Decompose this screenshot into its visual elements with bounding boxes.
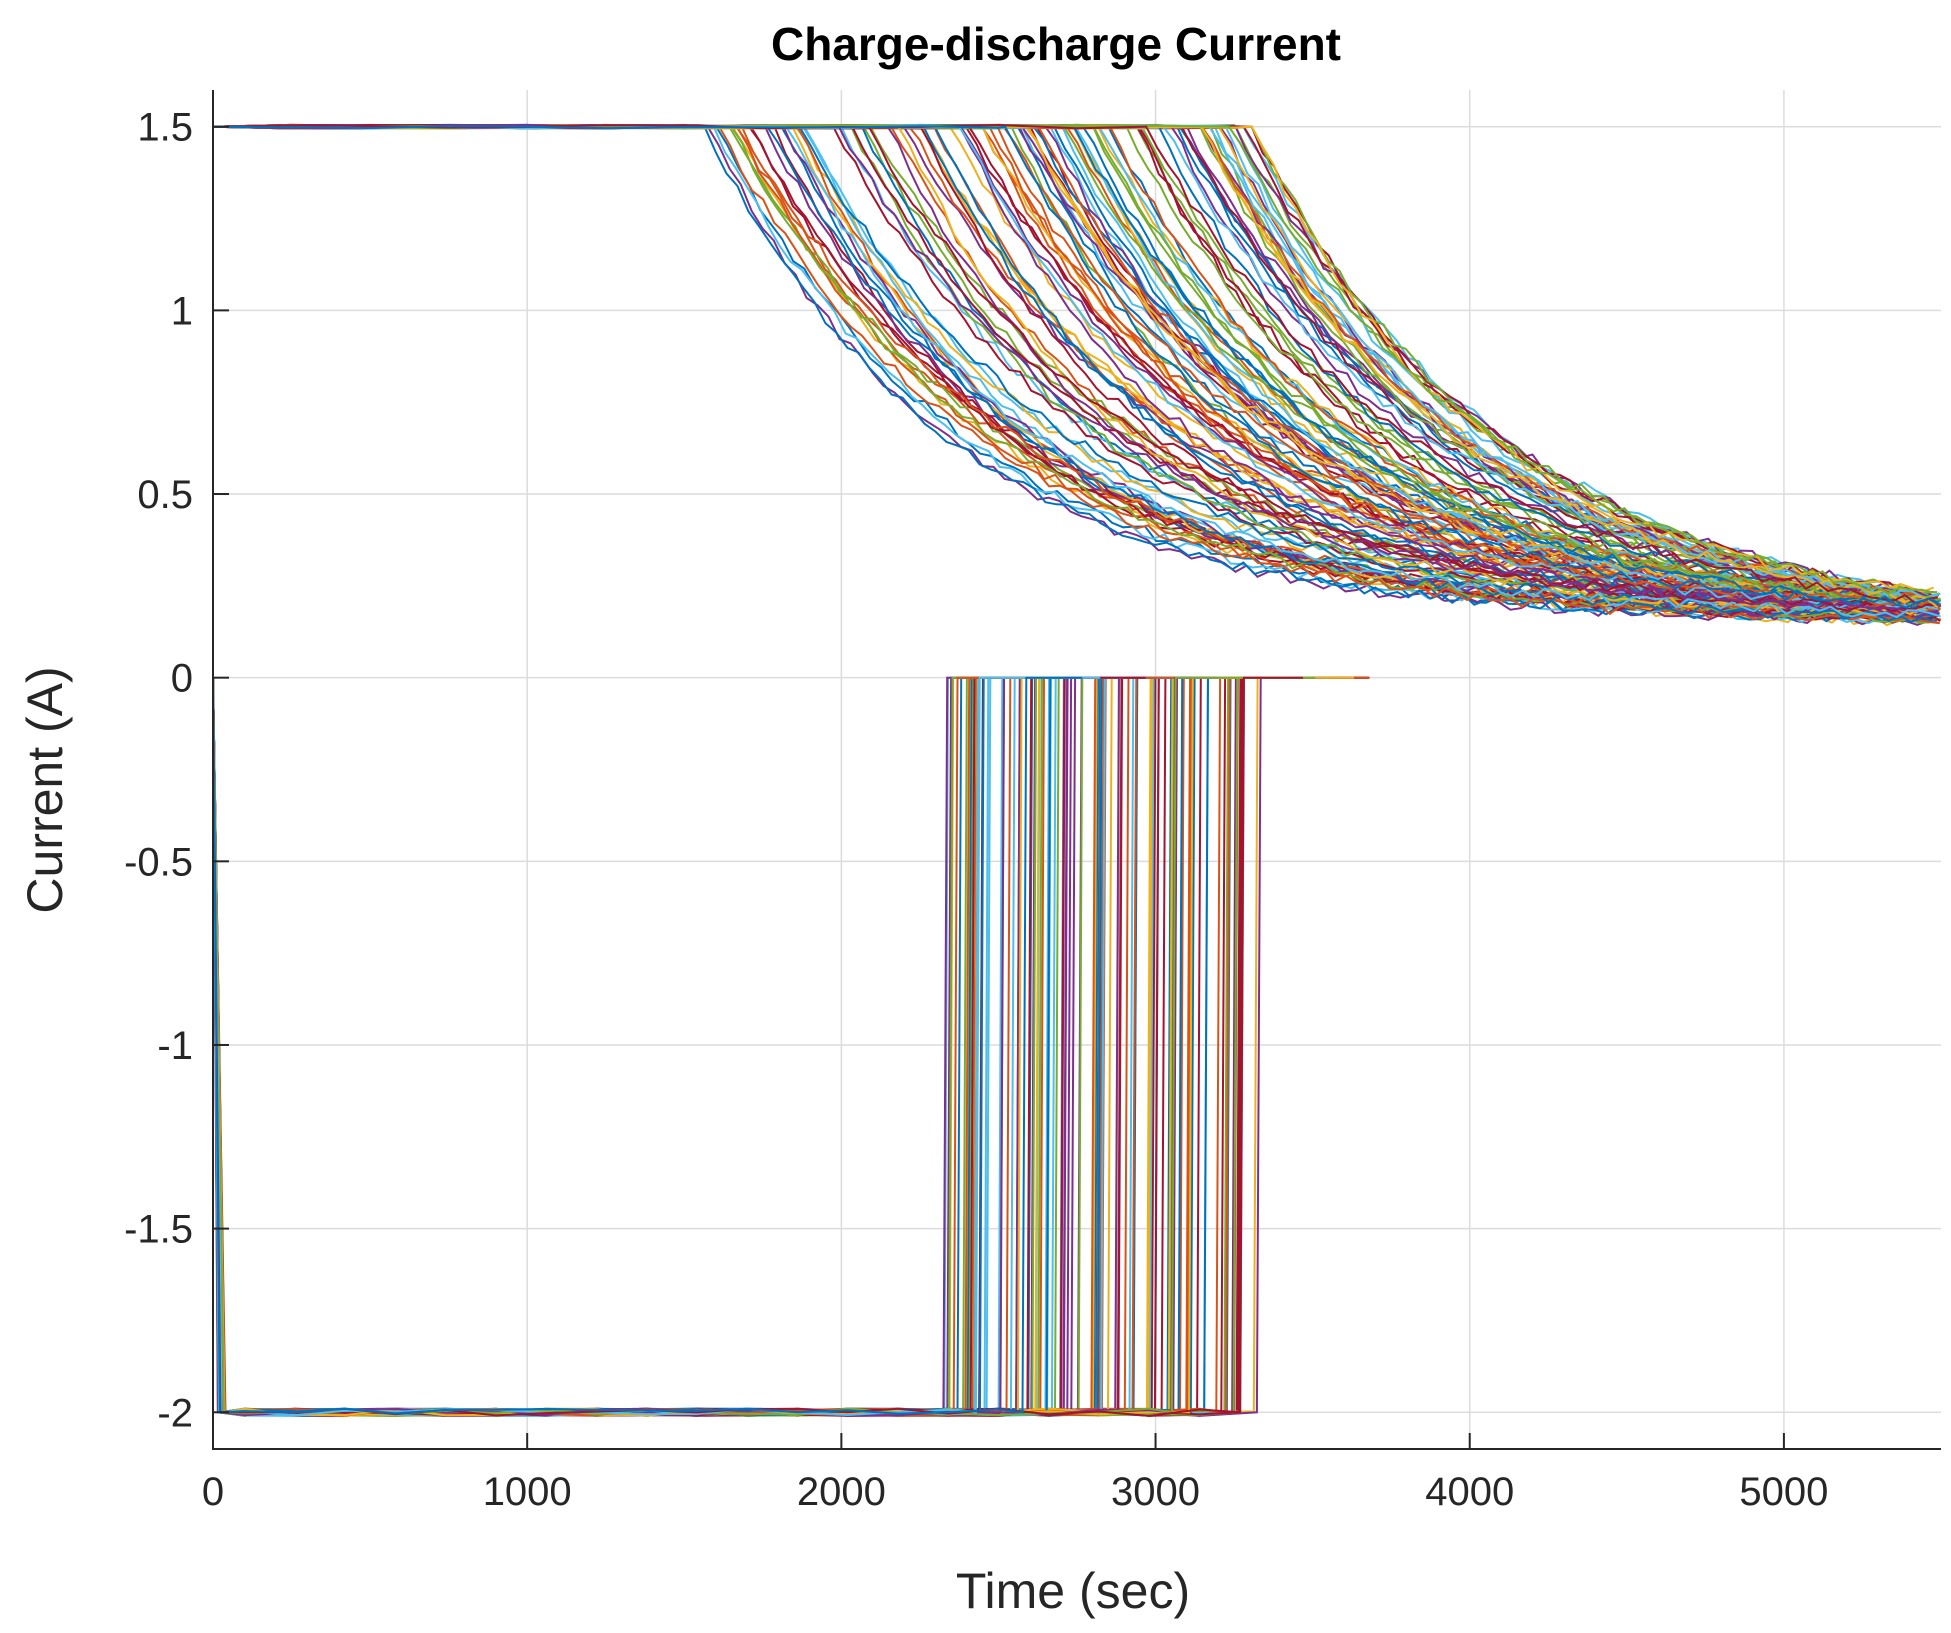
discharge-series-line [212, 676, 1019, 1417]
discharge-series-line [212, 676, 1302, 1417]
discharge-series-line [212, 676, 1193, 1417]
discharge-series-line [212, 676, 1035, 1417]
discharge-series-line [212, 676, 1370, 1417]
charge-series-line [212, 124, 1934, 623]
discharge-series-line [212, 676, 1044, 1417]
y-tick-label: 1.5 [137, 106, 193, 150]
discharge-series-line [212, 676, 1192, 1417]
discharge-series-line [212, 676, 1052, 1416]
charge-series-line [212, 123, 1941, 619]
discharge-series-line [212, 676, 982, 1417]
discharge-series-line [212, 676, 1335, 1417]
charge-series-line [212, 124, 1935, 607]
charge-series-line [212, 124, 1933, 595]
y-tick-label: -1 [157, 1024, 193, 1068]
plot-series [212, 123, 1942, 1417]
discharge-series-line [212, 676, 1370, 1417]
charge-series-line [212, 124, 1931, 624]
discharge-series-line [212, 676, 1059, 1417]
x-tick-label: 3000 [1111, 1470, 1200, 1514]
discharge-series-line [212, 676, 1370, 1417]
charge-series-line [212, 123, 1939, 614]
discharge-series-line [212, 676, 1327, 1417]
discharge-series-line [212, 676, 1101, 1417]
discharge-series-line [212, 676, 1003, 1417]
charge-series-line [212, 123, 1940, 625]
charge-series-line [212, 124, 1941, 602]
x-tick-label: 0 [202, 1470, 224, 1514]
discharge-series-line [212, 676, 1059, 1417]
y-tick-label: -1.5 [124, 1208, 193, 1252]
discharge-series-line [212, 676, 994, 1417]
charge-series-line [212, 125, 1941, 609]
discharge-series-line [212, 676, 1072, 1417]
discharge-series-line [212, 676, 1243, 1417]
charge-series-line [212, 124, 1934, 600]
discharge-series-line [212, 676, 1370, 1417]
charge-series-line [212, 124, 1939, 614]
x-axis-ticks: 0 1000 2000 3000 4000 5000 [202, 1433, 1828, 1514]
x-tick-label: 5000 [1739, 1470, 1828, 1514]
discharge-series-line [212, 676, 1083, 1415]
y-tick-label: 0 [171, 657, 193, 701]
grid [212, 90, 1941, 1449]
x-axis-label: Time (sec) [956, 1563, 1190, 1619]
charge-series-line [212, 124, 1933, 610]
discharge-series-line [212, 676, 1050, 1417]
charge-series-line [212, 123, 1931, 599]
discharge-series-line [212, 676, 1004, 1417]
charge-series-line [212, 123, 1933, 608]
discharge-series-line [212, 676, 1304, 1417]
y-tick-label: 0.5 [137, 473, 193, 517]
y-axis-label: Current (A) [17, 666, 73, 913]
charge-series-line [212, 123, 1939, 605]
discharge-series-line [212, 676, 1266, 1417]
discharge-series-line [212, 676, 1038, 1417]
discharge-series-line [212, 676, 996, 1417]
charge-series-line [212, 123, 1934, 601]
discharge-series-line [212, 676, 1060, 1416]
charge-series-line [212, 125, 1939, 609]
axes-box [212, 90, 1941, 1450]
x-tick-label: 1000 [483, 1470, 572, 1514]
x-tick-label: 2000 [797, 1470, 886, 1514]
charge-series-line [212, 123, 1933, 607]
y-tick-label: 1 [171, 289, 193, 333]
discharge-series-line [212, 676, 1058, 1417]
discharge-series-line [212, 676, 1146, 1417]
discharge-series-line [212, 676, 1200, 1417]
y-tick-label: -2 [157, 1391, 193, 1435]
discharge-series-line [212, 676, 1065, 1417]
charge-series-line [212, 124, 1941, 620]
discharge-series-line [212, 676, 1066, 1417]
discharge-series-line [212, 676, 1025, 1417]
y-tick-label: -0.5 [124, 840, 193, 884]
x-tick-label: 4000 [1425, 1470, 1514, 1514]
y-axis-ticks: -2 -1.5 -1 -0.5 0 0.5 1 1.5 [124, 106, 229, 1435]
discharge-series-line [212, 676, 1129, 1417]
charge-series-line [212, 124, 1939, 599]
chart-title: Charge-discharge Current [771, 18, 1341, 70]
discharge-series-line [212, 676, 1304, 1417]
discharge-series-line [212, 676, 1370, 1417]
